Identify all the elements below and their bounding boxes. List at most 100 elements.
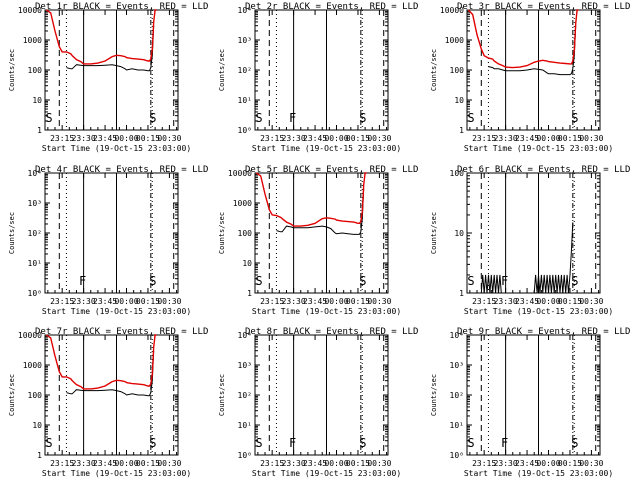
x-tick-label: 00:30 xyxy=(579,134,603,143)
panel-title: Det 8r BLACK = Events, RED = LLD xyxy=(245,327,418,337)
panel-title: Det 4r BLACK = Events, RED = LLD xyxy=(35,165,208,175)
x-tick-label: 23:15 xyxy=(50,134,74,143)
y-tick-label: 100 xyxy=(450,169,465,178)
x-tick-label: 00:30 xyxy=(157,297,181,306)
y-tick-label: 10000 xyxy=(440,6,464,15)
x-tick-label: 23:15 xyxy=(50,459,74,468)
y-tick-label: 10³ xyxy=(238,36,252,45)
x-tick-label: 00:00 xyxy=(536,134,560,143)
series-line-1 xyxy=(46,9,157,65)
event-marker: S xyxy=(149,111,156,125)
y-tick-label: 10² xyxy=(238,391,252,400)
x-tick-label: 00:00 xyxy=(324,459,348,468)
y-tick-label: 10¹ xyxy=(238,421,252,430)
x-axis-label: Start Time (19-Oct-15 23:03:00) xyxy=(42,469,191,478)
plot-frame xyxy=(254,334,389,456)
x-tick-label: 23:45 xyxy=(515,459,539,468)
event-marker: S xyxy=(255,111,262,125)
detector-panel: Det 9r BLACK = Events, RED = LLD 10⁰ 10¹ 10… xyxy=(430,327,630,478)
series-line-0 xyxy=(480,222,574,294)
event-marker: S xyxy=(571,436,578,450)
x-tick-label: 23:15 xyxy=(260,297,284,306)
y-tick-label: 100 xyxy=(238,229,253,238)
y-axis-label: Counts/sec xyxy=(218,49,226,91)
x-tick-label: 23:30 xyxy=(72,134,96,143)
panel-title: Det 7r BLACK = Events, RED = LLD xyxy=(35,327,208,337)
x-tick-label: 23:45 xyxy=(93,297,117,306)
event-marker: S xyxy=(359,111,366,125)
x-axis-label: Start Time (19-Oct-15 23:03:00) xyxy=(42,307,191,316)
panel-title: Det 5r BLACK = Events, RED = LLD xyxy=(245,165,418,175)
x-tick-label: 00:15 xyxy=(558,134,582,143)
detector-panel: Det 2r BLACK = Events, RED = LLD 10⁰ 10¹ 10… xyxy=(218,2,418,153)
x-tick-label: 23:15 xyxy=(260,134,284,143)
series-line-1 xyxy=(467,9,579,69)
x-tick-label: 00:15 xyxy=(346,297,370,306)
y-tick-label: 10000 xyxy=(18,6,42,15)
event-marker: F xyxy=(79,274,86,288)
x-tick-label: 00:00 xyxy=(114,459,138,468)
y-tick-label: 10 xyxy=(454,96,464,105)
detector-panel: Det 4r BLACK = Events, RED = LLD 10⁰ 10¹ 10… xyxy=(8,165,208,316)
series-line-0 xyxy=(66,25,155,72)
x-tick-label: 00:15 xyxy=(136,134,160,143)
y-tick-label: 100 xyxy=(450,66,465,75)
x-axis-label: Start Time (19-Oct-15 23:03:00) xyxy=(464,307,613,316)
x-tick-label: 00:00 xyxy=(536,297,560,306)
y-axis-label: Counts/sec xyxy=(218,212,226,254)
y-tick-label: 10¹ xyxy=(450,421,464,430)
x-tick-label: 00:30 xyxy=(367,297,391,306)
x-tick-label: 00:15 xyxy=(346,459,370,468)
x-tick-label: 00:15 xyxy=(136,297,160,306)
event-marker: S xyxy=(571,111,578,125)
y-tick-label: 1 xyxy=(459,126,464,135)
event-marker: S xyxy=(45,111,52,125)
x-tick-label: 23:30 xyxy=(282,459,306,468)
y-tick-label: 10¹ xyxy=(28,259,42,268)
x-tick-label: 23:45 xyxy=(93,459,117,468)
y-tick-label: 10³ xyxy=(28,199,42,208)
plot-frame xyxy=(44,9,179,131)
x-tick-label: 00:00 xyxy=(114,134,138,143)
series-line-1 xyxy=(256,172,367,227)
x-tick-label: 00:15 xyxy=(558,297,582,306)
x-tick-label: 23:30 xyxy=(72,297,96,306)
x-tick-label: 00:00 xyxy=(536,459,560,468)
y-tick-label: 100 xyxy=(28,391,43,400)
x-tick-label: 23:45 xyxy=(93,134,117,143)
x-tick-label: 23:30 xyxy=(282,134,306,143)
y-tick-label: 1000 xyxy=(23,361,42,370)
event-marker: F xyxy=(501,436,508,450)
event-marker: S xyxy=(571,274,578,288)
detector-panel: Det 7r BLACK = Events, RED = LLD 1 10 100 10… xyxy=(8,327,208,478)
x-axis-label: Start Time (19-Oct-15 23:03:00) xyxy=(252,469,401,478)
x-tick-label: 23:45 xyxy=(515,297,539,306)
event-marker: S xyxy=(467,274,474,288)
plot-frame xyxy=(466,172,601,294)
series-line-0 xyxy=(276,188,365,235)
y-tick-label: 10000 xyxy=(228,169,252,178)
plot-frame xyxy=(44,334,179,456)
event-marker: F xyxy=(289,436,296,450)
event-marker: F xyxy=(289,111,296,125)
detector-panel: Det 8r BLACK = Events, RED = LLD 10⁰ 10¹ 10… xyxy=(218,327,418,478)
y-tick-label: 10000 xyxy=(18,331,42,340)
x-tick-label: 23:15 xyxy=(472,459,496,468)
y-axis-label: Counts/sec xyxy=(430,212,438,254)
y-tick-label: 10 xyxy=(32,96,42,105)
event-marker: S xyxy=(467,436,474,450)
detector-panel: Det 3r BLACK = Events, RED = LLD 1 10 100 10… xyxy=(430,2,630,153)
x-axis-label: Start Time (19-Oct-15 23:03:00) xyxy=(464,469,613,478)
y-tick-label: 10⁰ xyxy=(450,451,464,460)
event-marker: S xyxy=(467,111,474,125)
y-tick-label: 10² xyxy=(28,229,42,238)
x-tick-label: 23:30 xyxy=(282,297,306,306)
y-tick-label: 1 xyxy=(247,289,252,298)
series-line-1 xyxy=(46,334,157,390)
x-tick-label: 23:45 xyxy=(515,134,539,143)
plot-frame xyxy=(44,172,179,294)
x-tick-label: 23:30 xyxy=(72,459,96,468)
y-tick-label: 10² xyxy=(238,66,252,75)
